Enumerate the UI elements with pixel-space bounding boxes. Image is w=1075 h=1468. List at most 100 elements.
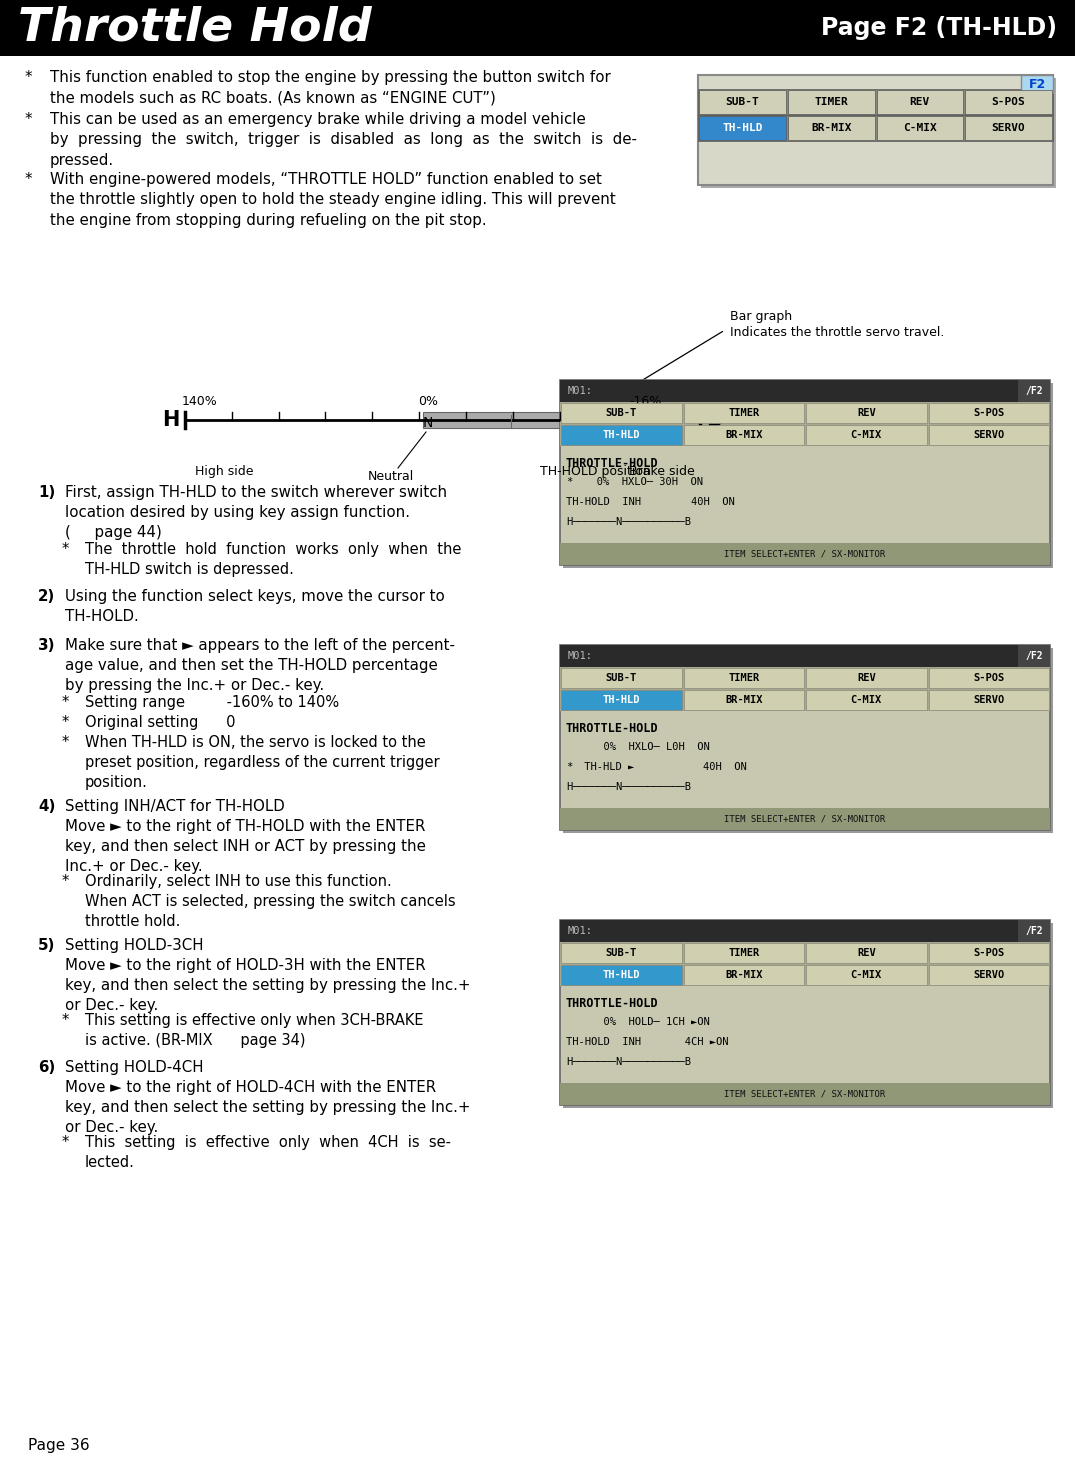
Bar xyxy=(684,426,804,445)
Bar xyxy=(561,668,682,688)
Text: This setting is effective only when 3CH-BRAKE
is active. (BR-MIX      page 34): This setting is effective only when 3CH-… xyxy=(85,1013,424,1048)
Text: THROTTLE-HOLD: THROTTLE-HOLD xyxy=(567,722,659,735)
Text: *: * xyxy=(62,735,70,750)
Text: /F2: /F2 xyxy=(1026,650,1043,661)
Text: Bar graph
Indicates the throttle servo travel.: Bar graph Indicates the throttle servo t… xyxy=(730,310,944,339)
Bar xyxy=(561,690,682,711)
Text: 1): 1) xyxy=(38,484,55,501)
Bar xyxy=(929,426,1049,445)
Text: TH-HOLD  INH       4CH ►ON: TH-HOLD INH 4CH ►ON xyxy=(567,1036,729,1047)
Text: BR-MIX: BR-MIX xyxy=(725,694,762,705)
Text: THROTTLE-HOLD: THROTTLE-HOLD xyxy=(567,997,659,1010)
Bar xyxy=(560,920,1050,942)
Text: ITEM SELECT+ENTER / SX-MONITOR: ITEM SELECT+ENTER / SX-MONITOR xyxy=(725,549,886,558)
Text: Page 36: Page 36 xyxy=(28,1439,89,1453)
Text: SERVO: SERVO xyxy=(992,123,1026,134)
Text: S-POS: S-POS xyxy=(992,97,1026,107)
Bar xyxy=(965,116,1052,139)
Text: C-MIX: C-MIX xyxy=(850,430,882,440)
Text: *: * xyxy=(25,112,32,128)
Text: 0%: 0% xyxy=(418,395,438,408)
Text: SERVO: SERVO xyxy=(973,694,1004,705)
Text: REV: REV xyxy=(857,948,876,959)
Text: 4): 4) xyxy=(38,799,56,813)
Text: When TH-HLD is ON, the servo is locked to the
preset position, regardless of the: When TH-HLD is ON, the servo is locked t… xyxy=(85,735,440,790)
Bar xyxy=(701,78,1056,188)
Bar xyxy=(806,690,927,711)
Text: *: * xyxy=(62,1013,70,1028)
Bar xyxy=(876,116,963,139)
Bar xyxy=(563,647,1054,832)
Text: M01:: M01: xyxy=(568,386,593,396)
Text: BR-MIX: BR-MIX xyxy=(725,430,762,440)
Text: SUB-T: SUB-T xyxy=(605,948,636,959)
Bar xyxy=(806,964,927,985)
Text: 0%  HXLO─ L0H  ON: 0% HXLO─ L0H ON xyxy=(567,741,710,752)
Bar xyxy=(806,942,927,963)
Text: With engine-powered models, “THROTTLE HOLD” function enabled to set
the throttle: With engine-powered models, “THROTTLE HO… xyxy=(51,172,616,228)
Bar xyxy=(698,75,1054,185)
Text: SUB-T: SUB-T xyxy=(726,97,759,107)
Text: Brake side: Brake side xyxy=(629,465,696,479)
Bar xyxy=(1018,644,1050,666)
Bar xyxy=(560,644,1050,666)
Text: -16%: -16% xyxy=(629,395,661,408)
Text: This can be used as an emergency brake while driving a model vehicle
by  pressin: This can be used as an emergency brake w… xyxy=(51,112,637,167)
Text: THROTTLE-HOLD: THROTTLE-HOLD xyxy=(567,457,659,470)
Text: Setting range         -160% to 140%: Setting range -160% to 140% xyxy=(85,694,339,711)
Text: SERVO: SERVO xyxy=(973,430,1004,440)
Text: *: * xyxy=(62,873,70,890)
Bar xyxy=(560,1083,1050,1105)
Text: *: * xyxy=(62,715,70,730)
Bar xyxy=(1018,920,1050,942)
Polygon shape xyxy=(588,408,602,418)
Text: C-MIX: C-MIX xyxy=(850,694,882,705)
Text: TH-HLD: TH-HLD xyxy=(602,430,640,440)
Bar xyxy=(560,688,1050,711)
Text: 0%  HOLD─ 1CH ►ON: 0% HOLD─ 1CH ►ON xyxy=(567,1017,710,1028)
Text: REV: REV xyxy=(857,408,876,418)
Text: TH-HOLD  INH        40H  ON: TH-HOLD INH 40H ON xyxy=(567,498,734,506)
Bar xyxy=(1018,380,1050,402)
Text: REV: REV xyxy=(857,672,876,683)
Bar xyxy=(698,115,1054,141)
Bar xyxy=(560,402,1050,424)
Text: REV: REV xyxy=(909,97,930,107)
Bar xyxy=(806,404,927,423)
Text: Using the function select keys, move the cursor to
TH-HOLD.: Using the function select keys, move the… xyxy=(64,589,445,624)
Bar xyxy=(560,543,1050,565)
Bar xyxy=(698,90,1054,115)
Text: Original setting      0: Original setting 0 xyxy=(85,715,235,730)
Text: This  setting  is  effective  only  when  4CH  is  se-
lected.: This setting is effective only when 4CH … xyxy=(85,1135,452,1170)
Text: Make sure that ► appears to the left of the percent-
age value, and then set the: Make sure that ► appears to the left of … xyxy=(64,639,455,693)
Text: 5): 5) xyxy=(38,938,56,953)
Bar xyxy=(806,426,927,445)
Text: Neutral: Neutral xyxy=(368,470,414,483)
Text: H───────N──────────B: H───────N──────────B xyxy=(567,1057,691,1067)
Bar xyxy=(699,90,786,115)
Text: *: * xyxy=(62,542,70,556)
Text: This function enabled to stop the engine by pressing the button switch for
the m: This function enabled to stop the engine… xyxy=(51,70,611,106)
Bar xyxy=(788,90,874,115)
Text: F2: F2 xyxy=(1029,78,1046,91)
Text: TIMER: TIMER xyxy=(728,672,759,683)
Bar xyxy=(561,942,682,963)
Text: B: B xyxy=(706,410,722,430)
Text: BR-MIX: BR-MIX xyxy=(811,123,851,134)
Bar xyxy=(560,380,1050,402)
Bar xyxy=(422,413,600,429)
Text: The  throttle  hold  function  works  only  when  the
TH-HLD switch is depressed: The throttle hold function works only wh… xyxy=(85,542,461,577)
Text: Ordinarily, select INH to use this function.
When ACT is selected, pressing the : Ordinarily, select INH to use this funct… xyxy=(85,873,456,929)
Text: SUB-T: SUB-T xyxy=(605,408,636,418)
Bar xyxy=(560,942,1050,964)
Bar xyxy=(560,964,1050,986)
Bar xyxy=(560,666,1050,688)
Text: *: * xyxy=(25,172,32,186)
Bar xyxy=(560,644,1050,829)
Text: 2): 2) xyxy=(38,589,55,603)
Text: TH-HLD: TH-HLD xyxy=(602,694,640,705)
Text: SERVO: SERVO xyxy=(973,970,1004,981)
Text: *: * xyxy=(25,70,32,85)
Text: N: N xyxy=(422,415,433,430)
Text: M01:: M01: xyxy=(568,650,593,661)
